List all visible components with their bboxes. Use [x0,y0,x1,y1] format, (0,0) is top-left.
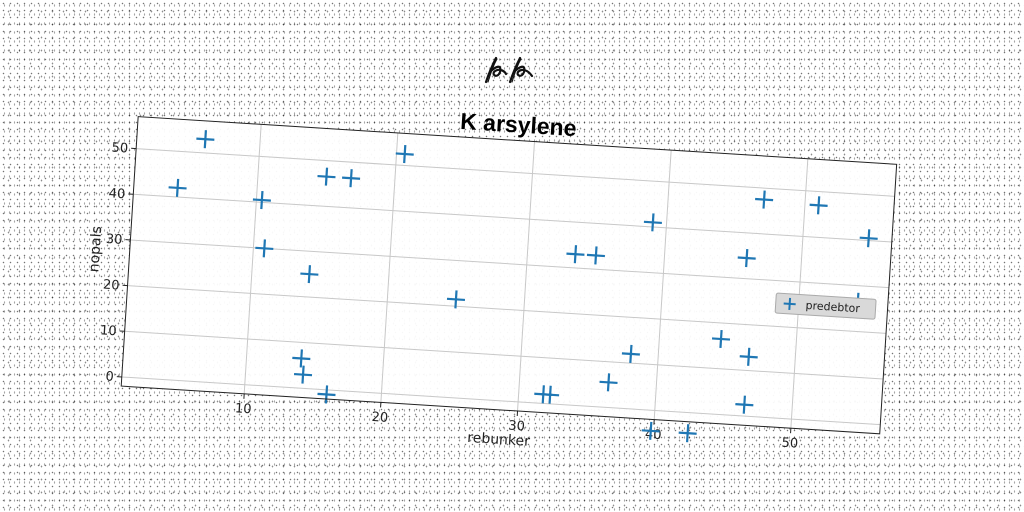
plot-area [121,116,897,434]
x-tick-label: 50 [781,436,798,452]
y-grid-line [133,193,892,243]
legend-box [774,292,877,320]
data-point [711,329,731,349]
legend-marker [783,297,796,310]
y-tick-label: 40 [108,186,125,202]
x-grid-line [790,158,809,429]
data-point [293,365,313,384]
data-point [599,373,618,392]
data-point [737,249,756,268]
y-axis-label: nopals [86,226,105,273]
handwritten-signature [484,56,534,84]
y-axis-ticks: 0 10 20 30 40 50 [100,141,137,385]
legend-label: predebtor [805,299,861,315]
y-grid-line [127,285,887,334]
data-point [255,239,274,258]
x-grid-line [380,132,399,403]
data-point [317,385,336,404]
y-grid-line [136,148,895,197]
data-point [678,424,697,443]
plot-frame [120,116,898,435]
data-point [621,344,640,364]
data-point [342,169,361,188]
x-grid-line [517,141,535,412]
data-point [395,144,414,164]
x-grid-line [243,124,262,394]
data-point [300,265,319,284]
x-axis-label: rebunker [467,430,531,450]
x-tick-label: 10 [235,401,252,417]
x-grid-line [653,150,672,420]
data-point [755,190,774,209]
data-point [541,385,560,404]
x-tick-label: 30 [508,418,525,434]
y-tick-label: 10 [100,323,117,339]
y-tick-label: 30 [105,232,122,248]
data-point [292,349,311,368]
data-point [196,130,215,149]
data-point [168,178,187,197]
x-tick-label: 20 [371,410,388,426]
data-point [643,213,662,232]
y-tick-label: 20 [102,278,119,294]
data-point [641,421,660,440]
y-grid-line [124,330,884,380]
data-point [739,347,758,366]
data-point [317,167,336,186]
data-point [252,191,271,210]
data-point [566,245,585,264]
y-tick-label: 0 [105,369,114,384]
legend: predebtor [774,292,877,320]
data-point [809,196,828,215]
data-point [446,290,466,309]
y-tick-label: 50 [111,141,128,157]
data-point [735,395,754,414]
chart-title: K arsylene [460,108,578,141]
scatter-points [168,130,878,443]
y-grid-line [121,376,881,426]
x-axis-ticks: 10 20 30 40 50 [235,393,799,452]
data-point [586,246,605,265]
x-tick-label: 40 [645,427,662,443]
data-point [859,229,878,248]
grid-lines [121,124,895,429]
